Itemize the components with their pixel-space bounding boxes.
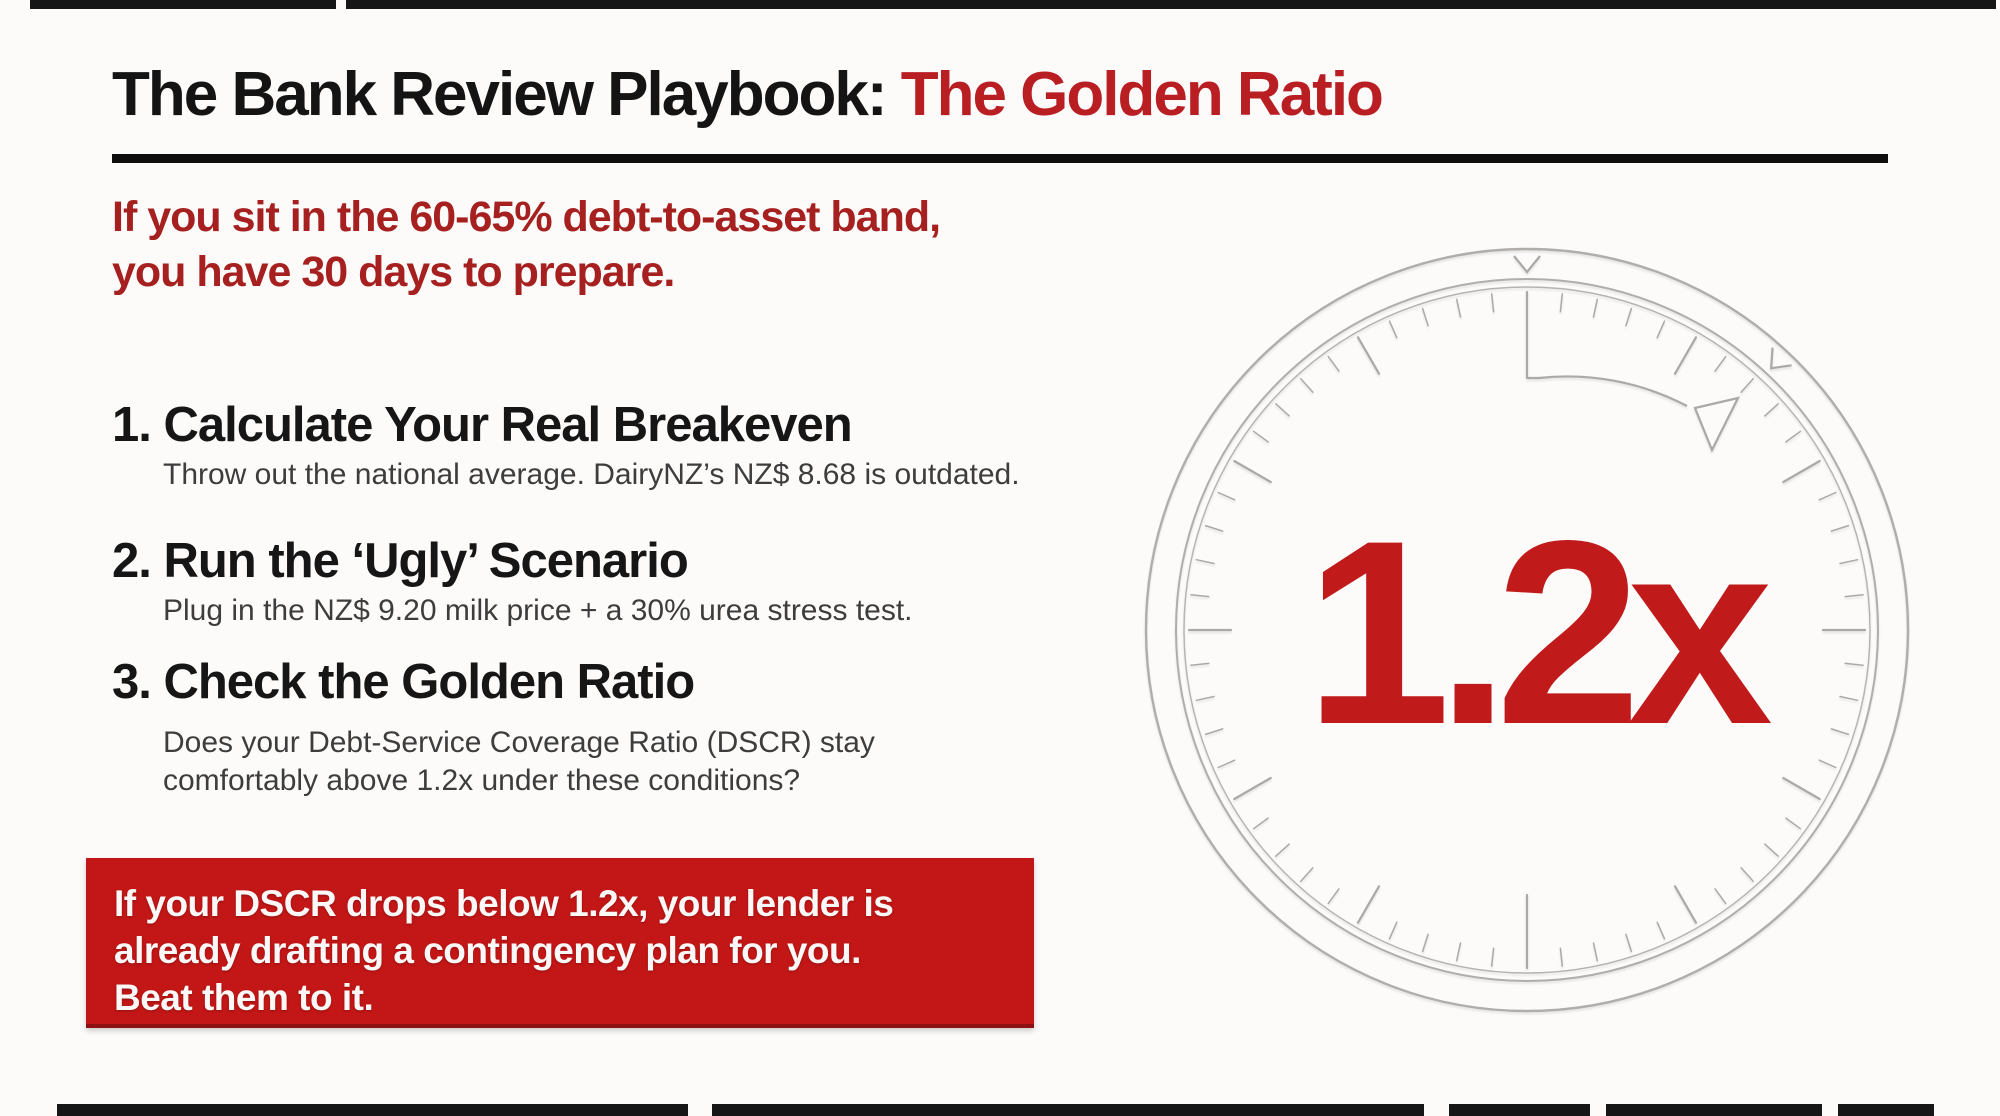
subtitle-line-1: If you sit in the 60-65% debt-to-asset b… [112, 193, 941, 241]
dscr-ratio-value: 1.2x [1305, 485, 1773, 779]
step-3-description: Does your Debt-Service Coverage Ratio (D… [163, 724, 875, 800]
bottom-edge-bar-segment [712, 1104, 1424, 1116]
top-edge-bar-segment [30, 0, 336, 9]
callout-line-2: already drafting a contingency plan for … [114, 930, 861, 971]
step-2-description-line-1: Plug in the NZ$ 9.20 milk price + a 30% … [163, 594, 913, 627]
page-title-red: The Golden Ratio [900, 60, 1384, 129]
step-3-description-line-1: Does your Debt-Service Coverage Ratio (D… [163, 726, 875, 759]
chevron-marker-top [1513, 255, 1541, 274]
step-3-description-line-2: comfortably above 1.2x under these condi… [163, 764, 801, 797]
page-title: The Bank Review Playbook: The Golden Rat… [112, 64, 1384, 126]
bottom-edge-bar-segment [1838, 1104, 1934, 1116]
stopwatch-dial-icon [1144, 247, 1910, 1013]
bottom-edge-bar-segment [1449, 1104, 1590, 1116]
callout-line-3: Beat them to it. [114, 977, 374, 1018]
sweep-arc [1528, 375, 1688, 407]
sweep-arrowhead-icon [1693, 396, 1741, 453]
step-1-description: Throw out the national average. DairyNZ’… [163, 456, 1020, 494]
chevron-marker-rotated [1769, 347, 1792, 370]
page-title-black: The Bank Review Playbook: [112, 60, 901, 129]
subtitle-line-2: you have 30 days to prepare. [112, 248, 675, 296]
subtitle: If you sit in the 60-65% debt-to-asset b… [112, 190, 941, 300]
stopwatch-dial-illustration [1127, 230, 1927, 1030]
top-edge-bar-segment [346, 0, 1996, 9]
title-divider-rule [112, 154, 1888, 163]
callout-line-1: If your DSCR drops below 1.2x, your lend… [114, 883, 894, 924]
bottom-edge-bar-segment [57, 1104, 688, 1116]
step-2-description: Plug in the NZ$ 9.20 milk price + a 30% … [163, 592, 913, 630]
step-2-heading: 2. Run the ‘Ugly’ Scenario [112, 534, 689, 588]
step-3-heading: 3. Check the Golden Ratio [112, 655, 695, 709]
warning-callout-box: If your DSCR drops below 1.2x, your lend… [86, 858, 1034, 1028]
step-1-description-line-1: Throw out the national average. DairyNZ’… [163, 458, 1020, 491]
bottom-edge-bar-segment [1606, 1104, 1822, 1116]
step-1-heading: 1. Calculate Your Real Breakeven [112, 398, 853, 452]
